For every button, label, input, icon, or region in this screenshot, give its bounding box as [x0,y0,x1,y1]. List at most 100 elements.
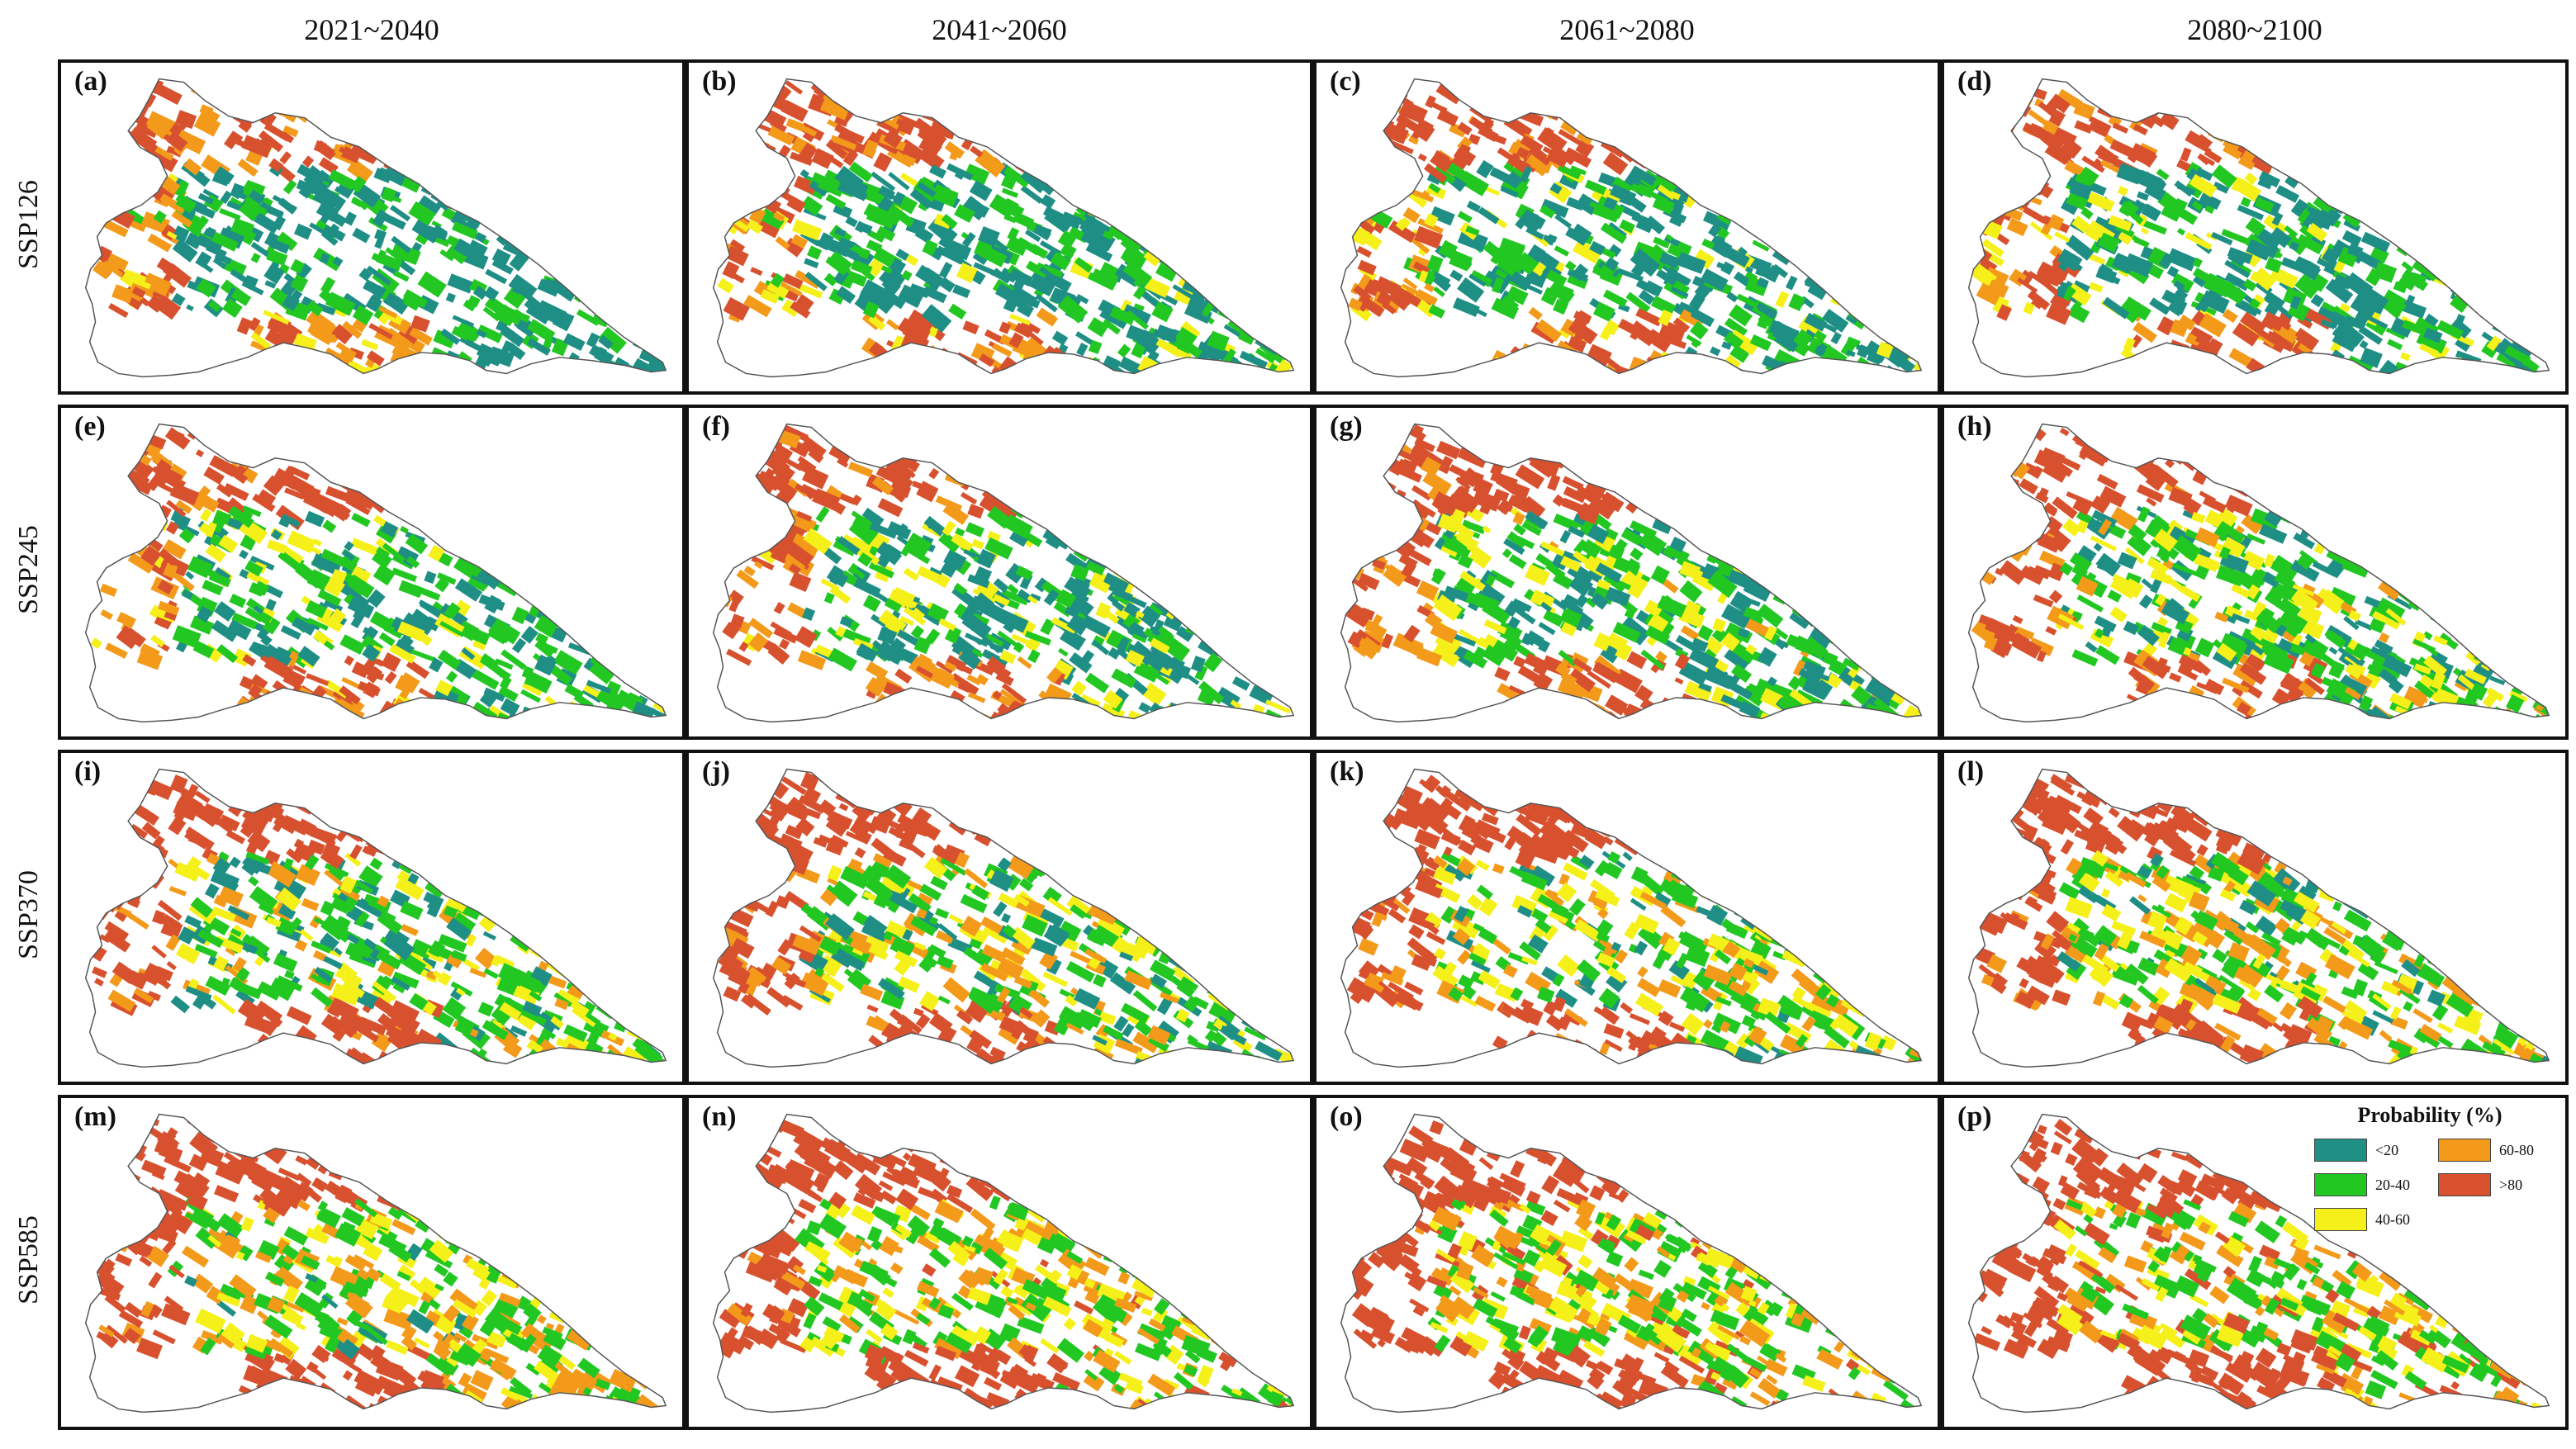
habitat-cell [1686,334,1702,347]
habitat-cell [2381,291,2408,315]
habitat-cell [510,169,524,180]
habitat-cell [1525,153,1548,173]
habitat-cell [230,191,240,200]
habitat-cell [104,550,116,561]
habitat-cell [286,651,300,668]
habitat-cell [1180,521,1198,537]
habitat-cell [647,656,667,675]
habitat-cell [1545,346,1565,366]
habitat-cell [569,258,585,273]
habitat-cell [1125,551,1144,566]
habitat-cell [851,259,873,277]
habitat-cell [1358,148,1383,167]
habitat-cell [1061,524,1080,543]
habitat-cell [1181,233,1198,250]
habitat-cell [434,97,463,119]
habitat-cell [283,272,295,284]
habitat-cell [2113,88,2140,105]
habitat-cell [650,114,667,132]
habitat-cell [548,429,571,450]
habitat-cell [1030,593,1041,602]
habitat-cell [2211,231,2233,246]
habitat-cell [1602,289,1628,308]
habitat-cell [463,299,477,312]
habitat-cell [374,238,384,249]
habitat-cell [2400,352,2411,362]
habitat-cell [1097,537,1122,553]
habitat-cell [1626,372,1645,377]
habitat-cell [360,372,377,377]
habitat-cell [172,225,190,243]
habitat-cell [482,196,506,216]
habitat-cell [490,618,521,645]
habitat-cell [2343,272,2374,300]
habitat-cell [940,558,959,578]
habitat-cell [89,441,111,460]
habitat-cell [773,83,792,103]
habitat-cell [274,328,292,347]
habitat-cell [2170,203,2198,225]
habitat-cell [398,580,424,599]
habitat-cell [461,446,488,466]
habitat-cell [986,656,1007,675]
habitat-cell [172,239,198,263]
habitat-cell [1694,282,1711,300]
habitat-cell [1803,139,1817,150]
habitat-cell [619,200,632,211]
habitat-cell [395,154,418,173]
habitat-cell [2245,216,2266,237]
habitat-cell [530,203,557,228]
habitat-cell [538,463,564,485]
habitat-cell [941,214,958,230]
habitat-cell [1495,268,1508,280]
habitat-cell [1066,613,1090,636]
habitat-cell [230,287,252,306]
habitat-cell [1035,362,1059,377]
habitat-cell [1853,261,1871,277]
habitat-cell [287,530,316,554]
habitat-cell [146,295,165,313]
habitat-cell [571,173,591,190]
habitat-cell [1272,482,1293,500]
habitat-cell [1676,252,1706,274]
habitat-cell [2116,163,2143,185]
habitat-cell [795,269,821,289]
habitat-cell [401,173,423,193]
habitat-cell [981,636,1002,654]
habitat-cell [2329,310,2346,326]
habitat-cell [2265,257,2283,273]
habitat-cell [1665,141,1679,154]
habitat-cell [316,364,341,377]
habitat-cell [1414,225,1444,249]
habitat-cell [955,527,965,537]
habitat-cell [1535,361,1549,373]
habitat-cell [600,596,618,614]
habitat-cell [534,453,557,476]
habitat-cell [608,591,632,608]
habitat-cell [2306,363,2336,377]
habitat-cell [1814,329,1827,343]
habitat-cell [1815,157,1843,181]
habitat-cell [1434,272,1445,282]
habitat-cell [2499,207,2521,226]
habitat-cell [109,512,136,527]
habitat-cell [306,100,324,116]
habitat-cell [594,618,612,633]
habitat-cell [2519,285,2543,305]
habitat-cell [997,442,1010,453]
panel-label: (b) [702,66,737,97]
habitat-cell [915,358,940,376]
habitat-cell [1428,182,1441,194]
habitat-cell [599,623,627,642]
habitat-cell [130,155,142,166]
habitat-cell [1171,90,1190,109]
habitat-cell [513,121,534,143]
habitat-cell [475,495,501,519]
habitat-cell [1846,349,1856,358]
habitat-cell [2370,246,2389,264]
habitat-cell [1137,605,1161,628]
habitat-cell [922,695,938,713]
habitat-cell [613,712,638,722]
habitat-cell [1231,305,1247,321]
habitat-cell [1658,351,1686,373]
